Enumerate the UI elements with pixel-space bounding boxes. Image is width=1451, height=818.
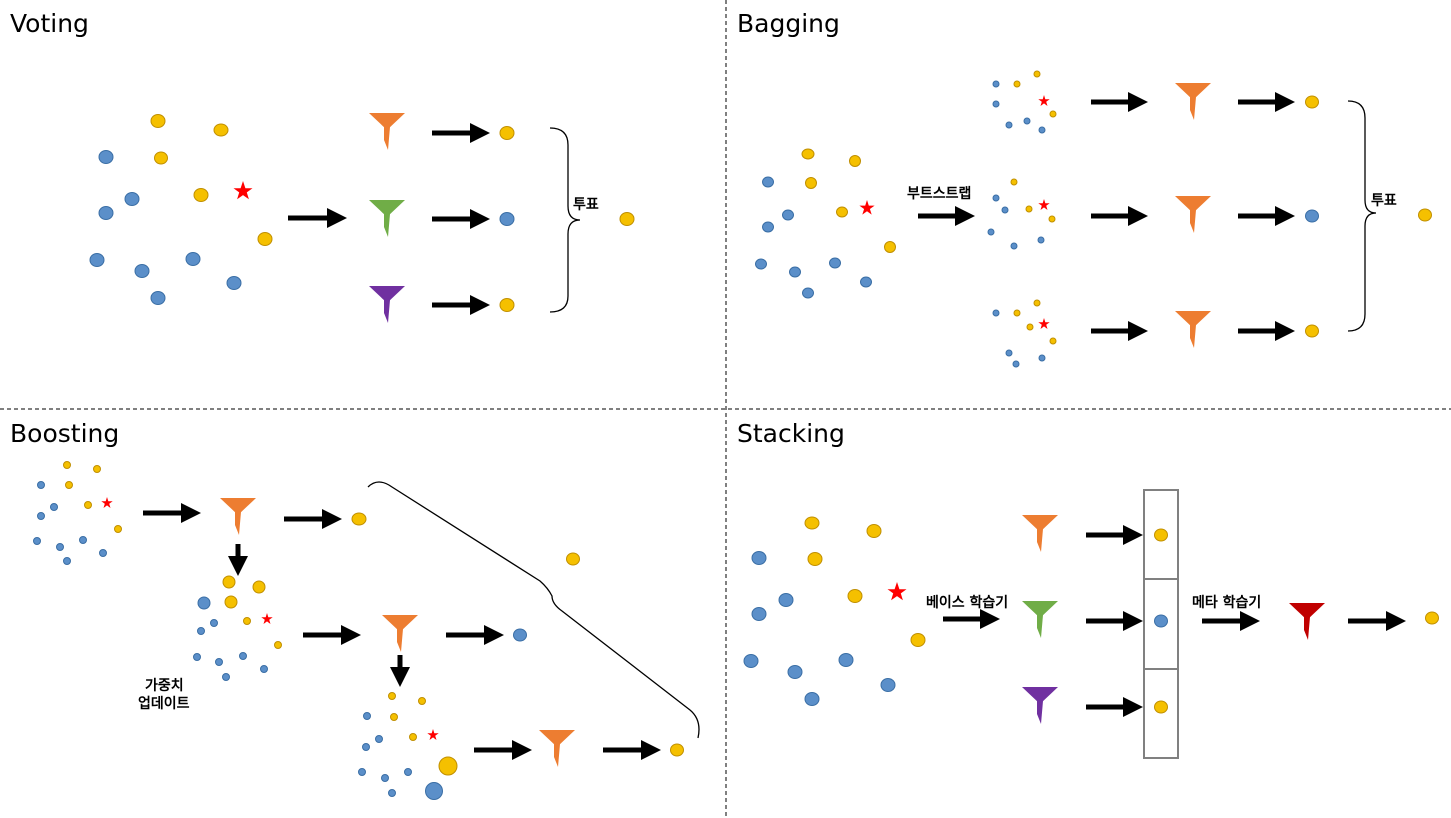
bagging-star-icon — [859, 200, 875, 215]
stacking-base-learner-label: 베이스 학습기 — [926, 594, 1008, 611]
voting-pred-1 — [499, 126, 515, 140]
bagging-sample-1 — [992, 70, 1057, 134]
bagging-funnel-1-icon — [1175, 83, 1211, 120]
boosting-pred-2 — [513, 628, 527, 642]
boosting-funnel-1-icon — [220, 498, 256, 535]
bagging-pred-3 — [1305, 324, 1319, 338]
boosting-data-points-1 — [33, 461, 122, 565]
stacking-star-icon — [887, 582, 907, 601]
bagging-funnel-2-icon — [1175, 196, 1211, 233]
boosting-weight-label-2: 업데이트 — [138, 695, 190, 712]
voting-final-pred — [619, 212, 635, 226]
voting-vote-label: 투표 — [573, 197, 599, 213]
voting-pred-3 — [499, 298, 515, 312]
boosting-funnel-3-icon — [539, 730, 575, 767]
stacking-meta-learner-label: 메타 학습기 — [1192, 595, 1261, 611]
boosting-title: Boosting — [10, 419, 119, 448]
bagging-pred-1 — [1305, 95, 1319, 109]
bagging-sample-3 — [992, 299, 1057, 368]
voting-funnel-purple-icon — [369, 286, 405, 323]
boosting-final-pred — [566, 552, 580, 566]
stacking-final-pred — [1425, 611, 1439, 625]
voting-funnel-orange-icon — [369, 113, 405, 150]
stacking-prediction-matrix — [1143, 489, 1179, 759]
voting-star-icon — [233, 181, 253, 200]
boosting-pred-1 — [351, 512, 367, 526]
boosting-weight-label-1: 가중치 — [145, 678, 184, 694]
voting-title: Voting — [10, 9, 89, 38]
bagging-funnel-3-icon — [1175, 311, 1211, 348]
stacking-data-points — [743, 516, 926, 706]
bagging-pred-2 — [1305, 209, 1319, 223]
boosting-pred-3 — [670, 743, 684, 757]
stacking-funnel-orange-icon — [1022, 515, 1058, 552]
bagging-final-pred — [1418, 208, 1432, 222]
boosting-data-points-2 — [193, 575, 282, 681]
voting-pred-2 — [499, 212, 515, 226]
stacking-meta-funnel-icon — [1289, 603, 1325, 640]
boosting-brace — [367, 481, 700, 739]
voting-funnel-green-icon — [369, 200, 405, 237]
bagging-data-points — [755, 148, 896, 299]
stacking-title: Stacking — [737, 419, 845, 448]
stacking-funnel-green-icon — [1022, 601, 1058, 638]
voting-brace — [549, 127, 581, 313]
bagging-brace — [1347, 100, 1377, 332]
bagging-vote-label: 투표 — [1371, 193, 1397, 209]
bagging-title: Bagging — [737, 9, 840, 38]
boosting-funnel-2-icon — [382, 615, 418, 652]
stacking-funnel-purple-icon — [1022, 687, 1058, 724]
bagging-bootstrap-label: 부트스트랩 — [907, 186, 971, 202]
bagging-sample-2 — [987, 178, 1056, 250]
voting-data-points — [89, 114, 273, 305]
boosting-data-points-3 — [358, 692, 458, 800]
